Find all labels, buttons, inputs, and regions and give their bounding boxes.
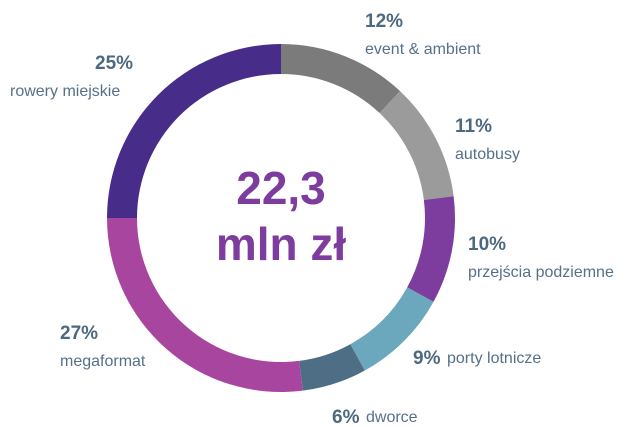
donut-segment — [350, 287, 434, 371]
category-label: event & ambient — [365, 41, 481, 58]
value-label: 25% — [95, 53, 133, 74]
donut-segment — [379, 91, 454, 200]
center-label: mln zł — [216, 218, 347, 270]
center-label: 22,3 — [236, 162, 326, 214]
donut-segment — [407, 196, 455, 302]
value-label: 10% — [468, 234, 506, 255]
value-label: 27% — [60, 323, 98, 344]
donut-segment — [107, 218, 303, 392]
category-label: megaformat — [60, 353, 146, 370]
value-label: 6% — [332, 407, 360, 427]
donut-segment — [281, 44, 401, 114]
donut-segment — [107, 44, 281, 218]
value-label: 11% — [455, 116, 492, 137]
category-label: przejścia podziemne — [468, 264, 614, 281]
value-label: 9% — [413, 348, 441, 369]
donut-segment — [299, 344, 365, 391]
category-label: porty lotnicze — [447, 350, 541, 367]
value-label: 12% — [365, 11, 403, 32]
category-label: dworce — [366, 409, 418, 426]
category-label: rowery miejskie — [10, 83, 120, 100]
category-label: autobusy — [455, 146, 520, 163]
